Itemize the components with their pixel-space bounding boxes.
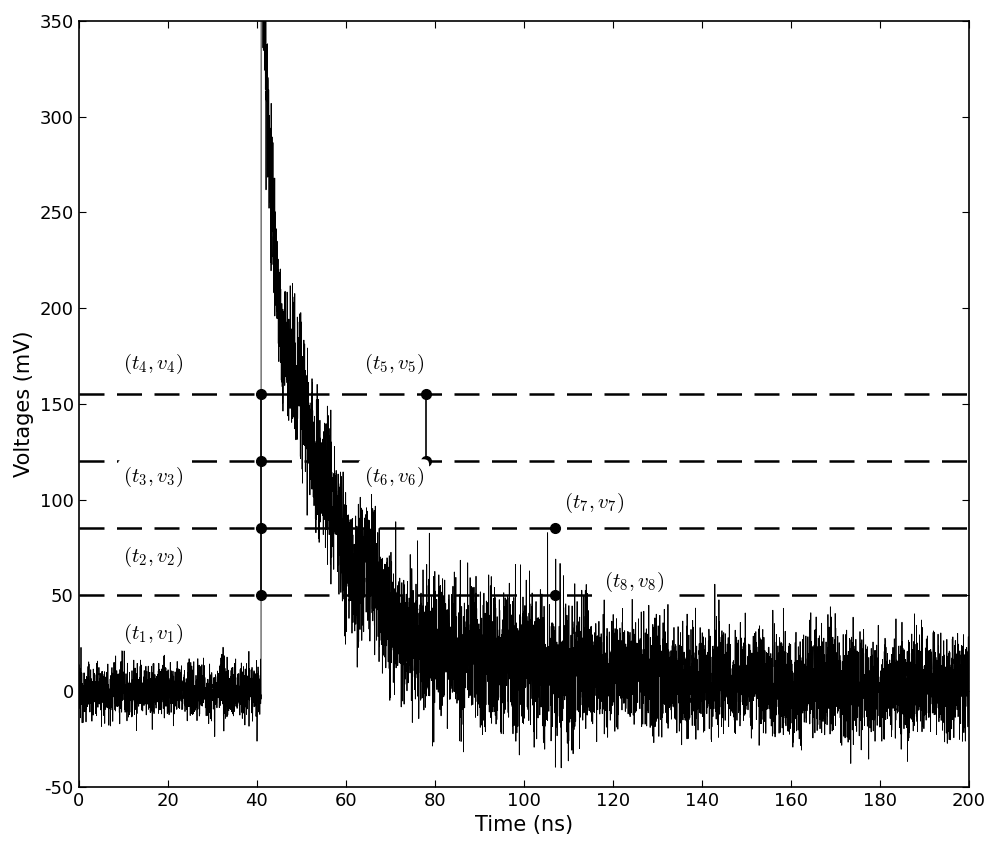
Text: $(t_5, v_5)$: $(t_5, v_5)$ <box>364 351 424 375</box>
Text: $(t_6, v_6)$: $(t_6, v_6)$ <box>364 464 424 489</box>
Text: $(t_8, v_8)$: $(t_8, v_8)$ <box>604 570 664 594</box>
Y-axis label: Voltages (mV): Voltages (mV) <box>14 330 34 477</box>
Text: $(t_7, v_7)$: $(t_7, v_7)$ <box>564 492 624 515</box>
X-axis label: Time (ns): Time (ns) <box>475 815 573 835</box>
Text: $(t_3, v_3)$: $(t_3, v_3)$ <box>123 464 183 489</box>
Text: $(t_4, v_4)$: $(t_4, v_4)$ <box>123 351 183 375</box>
Text: $(t_2, v_2)$: $(t_2, v_2)$ <box>123 545 183 569</box>
Text: $(t_1, v_1)$: $(t_1, v_1)$ <box>123 621 183 645</box>
